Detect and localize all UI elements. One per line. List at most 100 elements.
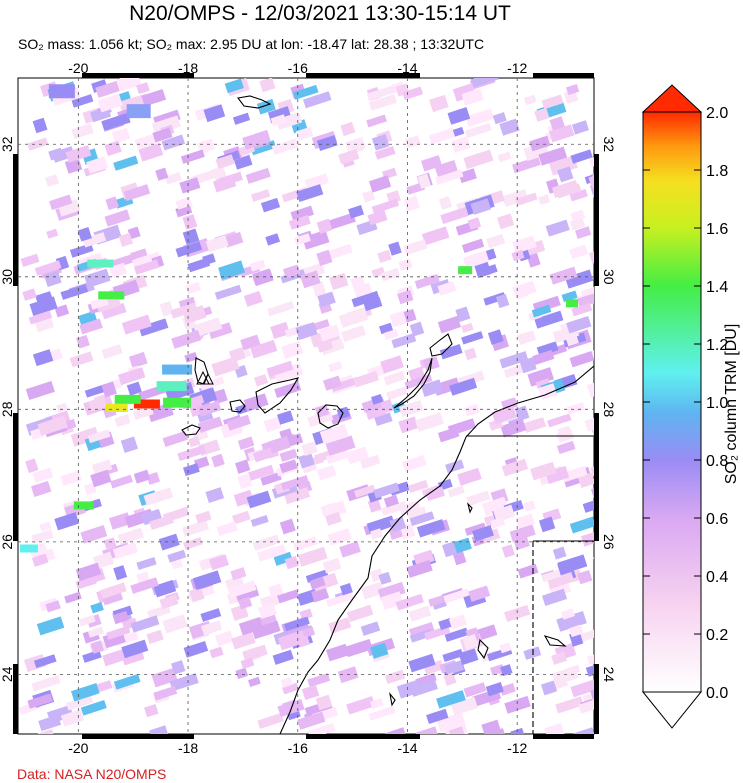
so2-pixel bbox=[415, 412, 444, 432]
so2-pixel bbox=[467, 217, 482, 230]
so2-pixel bbox=[250, 339, 278, 359]
lon-tick-top: -14 bbox=[397, 60, 417, 76]
so2-pixel bbox=[211, 356, 240, 377]
so2-pixel bbox=[195, 510, 212, 524]
island-small-4 bbox=[389, 692, 396, 707]
so2-pixel bbox=[391, 333, 417, 349]
so2-pixel bbox=[389, 310, 408, 328]
so2-pixel bbox=[570, 149, 593, 164]
so2-pixel bbox=[82, 232, 107, 248]
so2-pixel bbox=[224, 78, 244, 94]
so2-pixel bbox=[75, 575, 97, 590]
so2-pixel bbox=[499, 351, 529, 369]
so2-pixel bbox=[151, 667, 178, 688]
so2-pixel bbox=[470, 78, 499, 88]
so2-pixel bbox=[438, 618, 453, 631]
so2-pixel bbox=[183, 640, 209, 658]
so2-pixel bbox=[152, 127, 173, 143]
lon-tick-bottom: -18 bbox=[178, 740, 198, 756]
so2-pixel bbox=[272, 649, 294, 665]
so2-pixel bbox=[25, 458, 39, 474]
so2-pixel bbox=[374, 412, 393, 427]
so2-pixel bbox=[257, 712, 284, 729]
so2-pixel bbox=[153, 685, 178, 701]
so2-pixel bbox=[437, 315, 462, 334]
colorbar-tick-label: 0.4 bbox=[706, 569, 728, 586]
so2-pixel bbox=[499, 683, 516, 696]
so2-pixel bbox=[141, 88, 167, 107]
so2-pixel bbox=[199, 376, 225, 391]
lon-tick-top: -16 bbox=[288, 60, 308, 76]
so2-pixel bbox=[499, 118, 520, 136]
lon-tick-bottom: -20 bbox=[68, 740, 88, 756]
so2-pixel bbox=[60, 709, 85, 727]
so2-pixel bbox=[338, 307, 369, 328]
so2-pixel bbox=[178, 296, 196, 310]
so2-pixel bbox=[546, 569, 575, 590]
so2-pixel bbox=[149, 514, 175, 530]
so2-pixel bbox=[170, 660, 186, 675]
so2-pixel bbox=[536, 341, 559, 357]
so2-pixel bbox=[318, 324, 341, 342]
so2-pixel bbox=[270, 114, 287, 127]
so2-pixel bbox=[377, 249, 392, 264]
so2-pixel bbox=[106, 625, 131, 640]
so2-pixel bbox=[84, 482, 97, 496]
so2-pixel bbox=[445, 459, 465, 474]
so2-pixel bbox=[463, 149, 494, 170]
so2-pixel bbox=[274, 381, 302, 398]
so2-pixel bbox=[571, 302, 593, 317]
so2-pixel bbox=[46, 705, 74, 724]
so2-pixel bbox=[557, 560, 572, 576]
so2-pixel bbox=[189, 587, 205, 603]
so2-pixel bbox=[146, 471, 161, 485]
so2-pixel bbox=[444, 660, 465, 676]
so2-pixel bbox=[296, 184, 324, 202]
so2-pixel bbox=[339, 582, 353, 596]
so2-pixel bbox=[455, 306, 471, 323]
so2-pixel bbox=[159, 301, 174, 317]
so2-pixel bbox=[89, 296, 109, 310]
so2-pixel bbox=[45, 174, 60, 187]
so2-pixel bbox=[570, 678, 594, 698]
so2-pixel bbox=[71, 94, 94, 108]
so2-pixel bbox=[569, 351, 594, 368]
so2-pixel bbox=[588, 155, 594, 168]
so2-pixel bbox=[325, 511, 342, 526]
so2-pixel bbox=[569, 217, 586, 231]
so2-pixel bbox=[532, 349, 555, 366]
so2-pixel bbox=[438, 196, 453, 210]
so2-pixel bbox=[218, 260, 246, 280]
so2-pixel bbox=[360, 621, 381, 636]
so2-pixel bbox=[436, 712, 466, 732]
so2-pixel bbox=[370, 698, 384, 710]
so2-pixel bbox=[175, 205, 193, 218]
colorbar-tick-label: 0.8 bbox=[706, 453, 728, 470]
so2-pixel bbox=[423, 660, 444, 675]
so2-pixel bbox=[329, 272, 349, 291]
so2-pixel bbox=[117, 527, 144, 545]
so2-pixel bbox=[275, 112, 303, 130]
so2-pixel-field bbox=[18, 78, 594, 734]
so2-pixel bbox=[437, 426, 460, 443]
so2-pixel bbox=[111, 127, 131, 144]
lon-tick-bottom: -14 bbox=[397, 740, 417, 756]
so2-pixel bbox=[315, 694, 333, 711]
so2-pixel bbox=[90, 640, 105, 654]
so2-pixel bbox=[211, 453, 225, 468]
so2-pixel bbox=[252, 534, 281, 551]
so2-pixel bbox=[380, 399, 394, 414]
so2-pixel bbox=[573, 727, 594, 734]
so2-pixel bbox=[162, 614, 188, 634]
so2-pixel bbox=[215, 630, 234, 647]
so2-pixel bbox=[500, 418, 527, 438]
so2-pixel bbox=[130, 248, 148, 261]
so2-pixel bbox=[457, 467, 482, 486]
so2-pixel bbox=[101, 344, 123, 359]
so2-pixel bbox=[485, 264, 498, 275]
so2-pixel bbox=[277, 630, 307, 651]
so2-pixel bbox=[366, 515, 396, 534]
so2-pixel bbox=[512, 280, 537, 299]
lat-tick-left: 32 bbox=[0, 136, 15, 152]
